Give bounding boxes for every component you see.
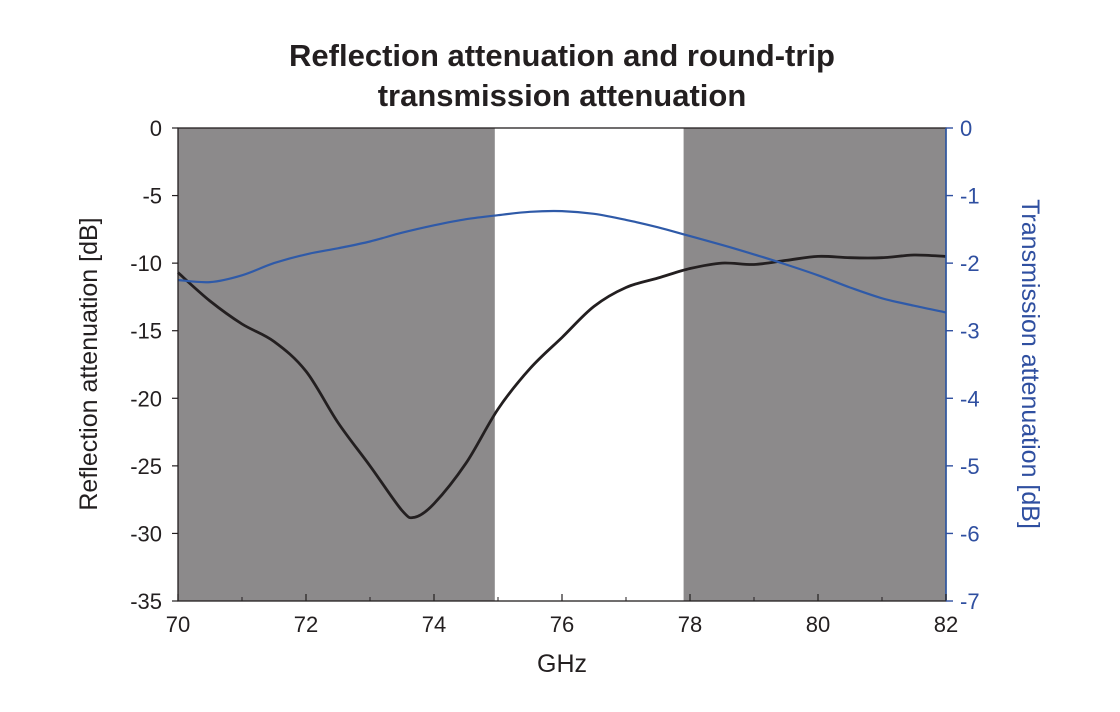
y-right-tick-label: -6: [960, 521, 980, 546]
shaded-band-1: [178, 128, 495, 601]
y-right-tick-label: -7: [960, 589, 980, 614]
y-right-tick-label: 0: [960, 116, 972, 141]
y-left-tick-label: -15: [130, 319, 162, 344]
x-tick-label: 76: [550, 612, 574, 637]
y-left-tick-label: -20: [130, 386, 162, 411]
y-left-tick-label: -5: [142, 184, 162, 209]
x-axis-label: GHz: [537, 650, 587, 678]
y-right-tick-label: -5: [960, 454, 980, 479]
x-tick-label: 74: [422, 612, 446, 637]
y-right-tick-label: -4: [960, 386, 980, 411]
y-right-tick-label: -1: [960, 184, 980, 209]
y-right-tick-label: -2: [960, 251, 980, 276]
x-tick-label: 78: [678, 612, 702, 637]
y-left-tick-label: -35: [130, 589, 162, 614]
x-tick-label: 80: [806, 612, 830, 637]
y-left-tick-label: 0: [150, 116, 162, 141]
y-axis-right-label: Transmission attenuation [dB]: [1016, 199, 1044, 529]
shaded-band-2: [683, 128, 946, 601]
reflection-attenuation-line: [177, 253, 947, 520]
series-layer: [177, 209, 947, 520]
transmission-attenuation-line: [177, 209, 947, 314]
chart-title-line-2: transmission attenuation: [378, 78, 747, 113]
y-axis-left: 0 -5 -10 -15 -20 -25 -30 -35: [130, 116, 178, 614]
shaded-bands: [178, 128, 946, 601]
y-left-tick-label: -10: [130, 251, 162, 276]
y-left-tick-label: -25: [130, 454, 162, 479]
y-axis-right: 0 -1 -2 -3 -4 -5 -6 -7: [946, 116, 980, 614]
x-tick-label: 70: [166, 612, 190, 637]
y-axis-left-label: Reflection attenuation [dB]: [75, 217, 103, 510]
y-left-tick-label: -30: [130, 521, 162, 546]
x-tick-label: 82: [934, 612, 958, 637]
x-axis: 70 72 74 76 78 80 82: [166, 594, 958, 637]
x-tick-label: 72: [294, 612, 318, 637]
y-right-tick-label: -3: [960, 319, 980, 344]
chart-title-line-1: Reflection attenuation and round-trip: [289, 38, 835, 73]
